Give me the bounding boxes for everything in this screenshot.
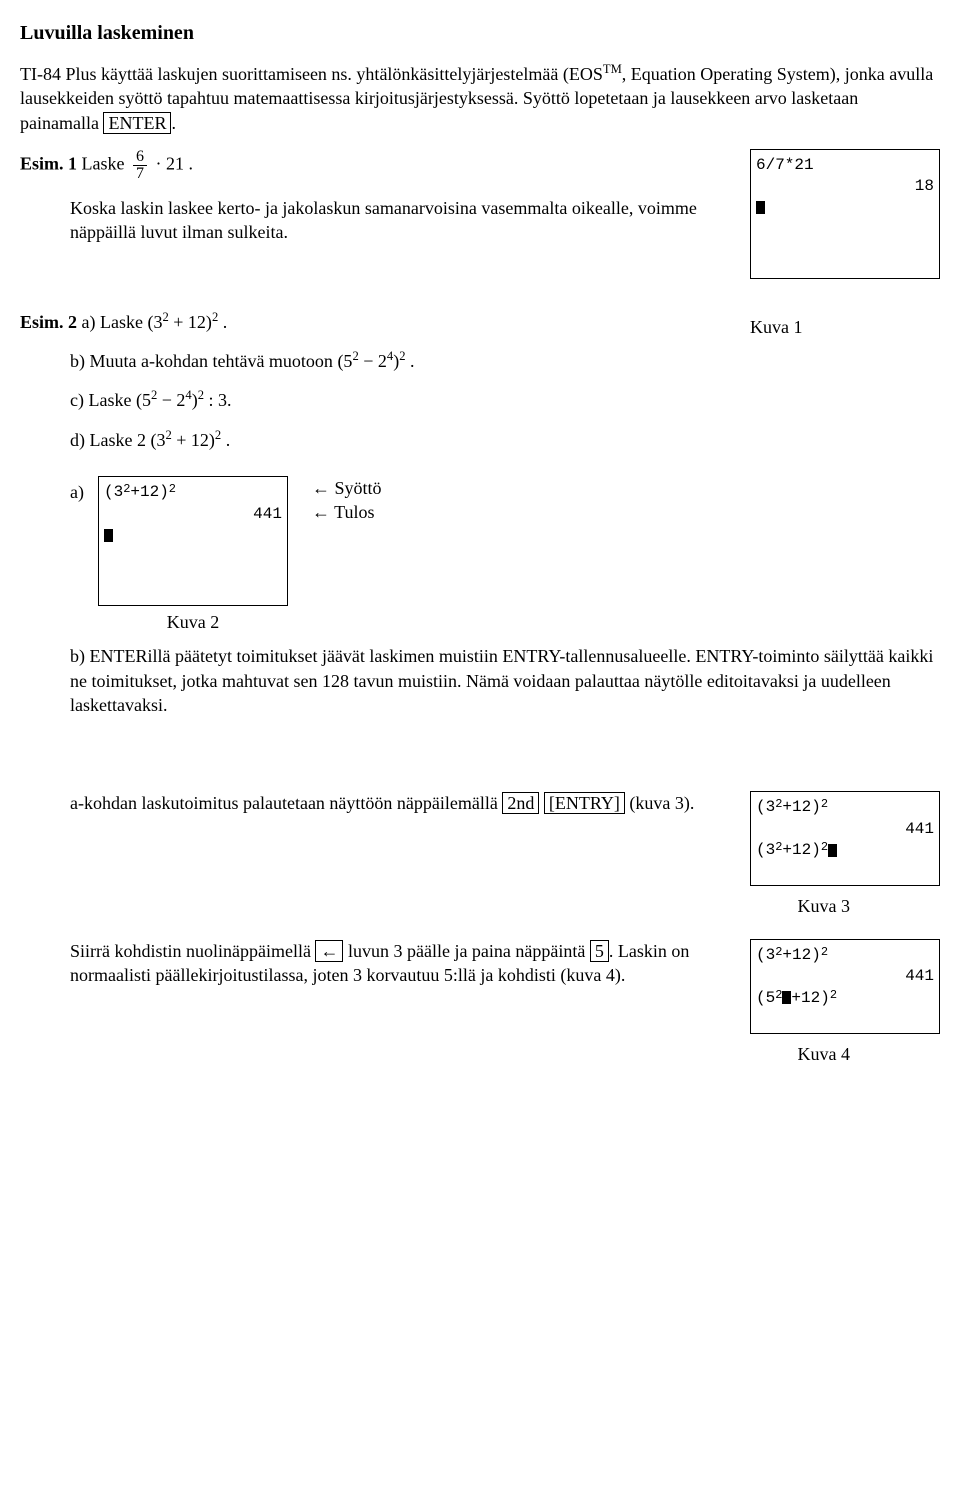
ex2-c-text: c) Laske [70,390,136,410]
move-text-b: luvun 3 päälle ja paina näppäintä [343,941,589,961]
arrow-syotto: ← Syöttö [312,476,382,500]
ex2-d: d) Laske 2 (32 + 12)2 . [70,427,750,452]
fraction-den: 7 [133,166,147,182]
expr: − 2 [157,390,185,410]
ex2-d-text: d) Laske 2 (3 [70,430,165,450]
kuva3-caption: Kuva 3 [20,894,850,918]
ex2-b-para: b) ENTERillä päätetyt toimitukset jäävät… [70,644,940,717]
expr: (5 [337,351,352,371]
calc-screen-kuva2: (32+12)2 441 [98,476,288,606]
ex1-body: Koska laskin laskee kerto- ja jakolaskun… [70,196,720,245]
calc-result: 18 [756,176,934,198]
recall-text: a-kohdan laskutoimitus palautetaan näytt… [70,793,502,813]
ex1-line: Esim. 1 Laske 6 7 · 21 . [20,149,720,182]
expr: : 3. [204,390,232,410]
ex1-laske: Laske [77,154,129,174]
recall-paragraph: a-kohdan laskutoimitus palautetaan näytt… [70,791,720,815]
kuva4-caption: Kuva 4 [20,1042,850,1066]
ex2-b-text: b) Muuta a-kohdan tehtävä muotoon [70,351,337,371]
left-arrow-key: ← [315,940,343,962]
5-key: 5 [590,940,609,962]
calc-result: 441 [756,966,934,988]
calc-screen-kuva1: 6/7*21 18 [750,149,940,279]
expr: + 12) [172,430,215,450]
kuva1-caption: Kuva 1 [750,315,940,339]
kuva2-caption: Kuva 2 [98,610,288,634]
intro-text-1: TI-84 Plus käyttää laskujen suorittamise… [20,64,603,84]
calc-line: (32+12)2 [756,945,934,967]
calc-screen-kuva4: (32+12)2 441 (52+12)2 [750,939,940,1034]
ex1-after-frac: · 21 . [156,154,194,174]
tm-mark: TM [603,62,622,76]
expr: (5 [136,390,151,410]
cursor-icon [756,201,765,214]
calc-result: 441 [756,819,934,841]
entry-key: [ENTRY] [544,792,625,814]
calc-line: (32+12)2 [756,797,934,819]
expr: . [221,430,230,450]
calc-screen-kuva3: (32+12)2 441 (32+12)2 [750,791,940,886]
page-title: Luvuilla laskeminen [20,20,940,47]
calc-line: (32+12)2 [104,482,282,504]
expr: (3 [147,312,162,332]
intro-text-3: . [171,113,176,133]
arrow-tulos: ← Tulos [312,500,382,524]
ex2-c: c) Laske (52 − 24)2 : 3. [70,387,750,412]
ex2-a-prefix: a) [70,476,84,504]
move-text-a: Siirrä kohdistin nuolinäppäimellä [70,941,315,961]
calc-result: 441 [104,504,282,526]
expr: . [405,351,414,371]
recall-text-end: (kuva 3). [625,793,694,813]
calc-line: 6/7*21 [756,155,934,177]
expr: + 12) [169,312,212,332]
expr: . [218,312,227,332]
expr: − 2 [359,351,387,371]
ex2-b: b) Muuta a-kohdan tehtävä muotoon (52 − … [70,348,750,373]
ex2-label: Esim. 2 [20,312,77,332]
fraction-6-7: 6 7 [133,149,147,182]
calc-line: (32+12)2 [756,840,934,862]
intro-paragraph: TI-84 Plus käyttää laskujen suorittamise… [20,61,940,135]
cursor-icon [104,529,113,542]
cursor-icon [828,844,837,857]
fraction-num: 6 [133,149,147,166]
calc-line: (52+12)2 [756,988,934,1010]
move-paragraph: Siirrä kohdistin nuolinäppäimellä ← luvu… [70,939,720,988]
ex2-a: Esim. 2 a) Laske (32 + 12)2 . [20,309,750,334]
ex1-label: Esim. 1 [20,154,77,174]
2nd-key: 2nd [502,792,539,814]
ex2-a-text: a) Laske [77,312,147,332]
enter-key: ENTER [103,112,171,134]
